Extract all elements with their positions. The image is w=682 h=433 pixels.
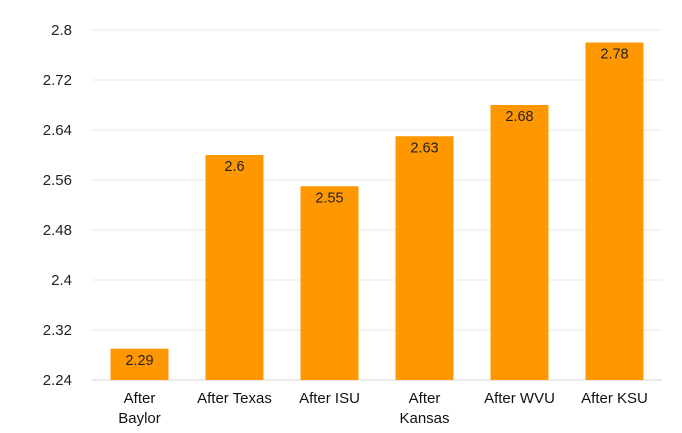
data-label: 2.78 — [600, 47, 628, 63]
x-axis-ticks: After Baylor After Texas After ISU After Kans… — [118, 390, 648, 427]
x-tick-label: After KSU — [581, 390, 648, 407]
x-tick-label: Kansas — [399, 410, 449, 427]
x-tick-label: After — [124, 390, 156, 407]
bars — [110, 42, 644, 380]
bar — [300, 186, 359, 380]
y-tick-label: 2.8 — [51, 22, 72, 39]
data-labels: 2.29 2.6 2.55 2.63 2.68 2.78 — [125, 47, 628, 369]
bar — [205, 155, 264, 380]
gridlines — [92, 29, 662, 381]
x-tick-label: After WVU — [484, 390, 555, 407]
data-label: 2.29 — [125, 353, 153, 369]
bar — [490, 105, 549, 380]
x-tick-label: After — [409, 390, 441, 407]
data-label: 2.55 — [315, 190, 343, 206]
y-tick-label: 2.64 — [43, 122, 72, 139]
bar — [395, 136, 454, 380]
bar — [585, 42, 644, 380]
y-tick-label: 2.72 — [43, 72, 72, 89]
bar — [110, 348, 169, 380]
y-tick-label: 2.4 — [51, 272, 72, 289]
y-tick-label: 2.24 — [43, 372, 72, 389]
y-tick-label: 2.48 — [43, 222, 72, 239]
x-tick-label: After Texas — [197, 390, 272, 407]
y-tick-label: 2.56 — [43, 172, 72, 189]
data-label: 2.68 — [505, 109, 533, 125]
data-label: 2.63 — [410, 140, 438, 156]
x-tick-label: After ISU — [299, 390, 360, 407]
x-tick-label: Baylor — [118, 410, 161, 427]
y-tick-label: 2.32 — [43, 322, 72, 339]
data-label: 2.6 — [224, 159, 244, 175]
y-axis-ticks: 2.24 2.32 2.4 2.48 2.56 2.64 2.72 2.8 — [43, 22, 72, 389]
